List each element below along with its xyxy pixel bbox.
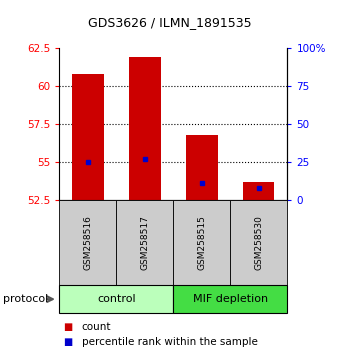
Text: MIF depletion: MIF depletion	[193, 294, 268, 304]
Text: ■: ■	[63, 322, 72, 332]
Text: GSM258517: GSM258517	[140, 215, 149, 270]
Bar	[129, 57, 160, 200]
Text: GSM258515: GSM258515	[198, 215, 206, 270]
Text: percentile rank within the sample: percentile rank within the sample	[82, 337, 257, 347]
Bar	[186, 135, 218, 200]
Text: GSM258516: GSM258516	[84, 215, 92, 270]
Text: control: control	[97, 294, 136, 304]
Text: GDS3626 / ILMN_1891535: GDS3626 / ILMN_1891535	[88, 17, 252, 29]
Text: GSM258530: GSM258530	[254, 215, 263, 270]
Text: count: count	[82, 322, 111, 332]
Text: protocol: protocol	[3, 294, 49, 304]
Bar	[243, 182, 274, 200]
Text: ■: ■	[63, 337, 72, 347]
Bar	[72, 74, 104, 200]
